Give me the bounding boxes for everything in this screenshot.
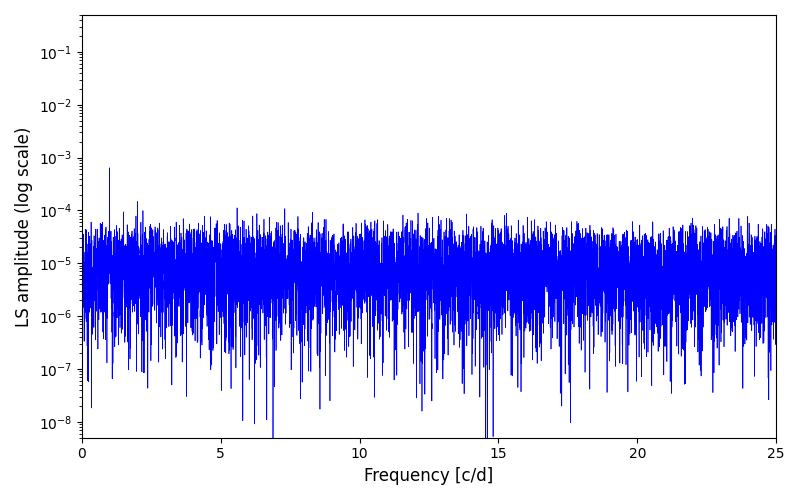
- X-axis label: Frequency [c/d]: Frequency [c/d]: [364, 467, 494, 485]
- Y-axis label: LS amplitude (log scale): LS amplitude (log scale): [15, 126, 33, 326]
